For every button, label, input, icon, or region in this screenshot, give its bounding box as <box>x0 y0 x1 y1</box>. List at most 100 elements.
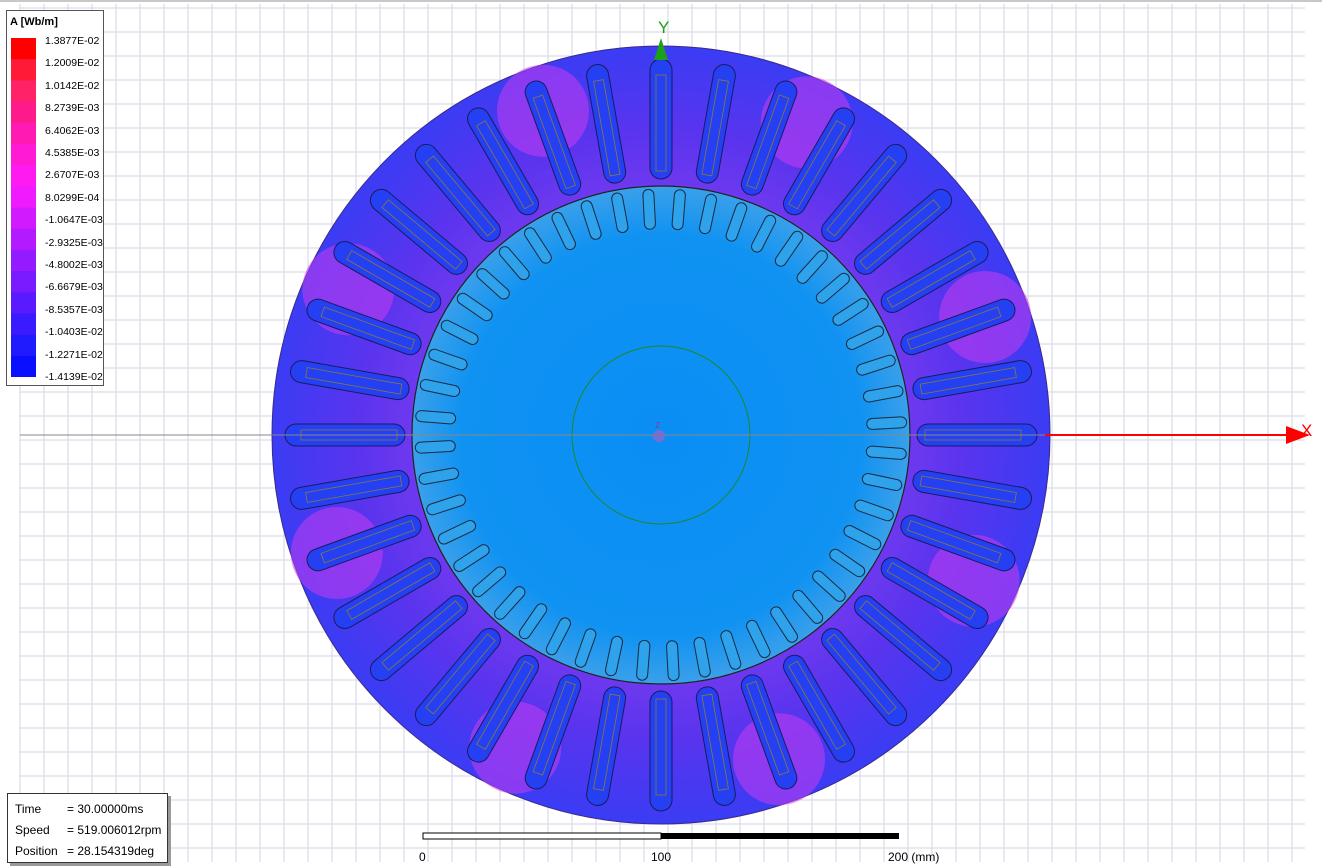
stator-slot <box>414 628 501 727</box>
stator-slot <box>369 188 468 275</box>
stator-slot <box>912 469 1032 510</box>
rotor-bar <box>770 606 798 643</box>
legend-value: 1.0142E-02 <box>45 79 100 92</box>
legend-color-bar <box>11 38 36 377</box>
rotor-bar <box>524 227 552 264</box>
legend-swatch <box>11 292 36 314</box>
stator-slot <box>466 654 539 763</box>
rotor-bar <box>751 214 777 253</box>
stator-slot <box>414 143 501 242</box>
rotor-bar <box>518 603 548 640</box>
scale-bar <box>422 832 899 840</box>
stator-slot <box>333 557 442 629</box>
stator-slot <box>306 514 422 572</box>
origin-label: z <box>655 419 661 431</box>
rotor-bar <box>815 272 850 304</box>
legend-swatch <box>11 143 36 166</box>
rotor-bar <box>440 319 479 345</box>
legend-swatch <box>11 101 36 124</box>
rotor-bar <box>666 640 680 682</box>
scale-label-0: 0 <box>419 850 426 864</box>
legend-swatch <box>11 249 36 272</box>
stator-slot <box>695 64 736 184</box>
legend-value: -1.0647E-03 <box>45 214 103 227</box>
stator-slot <box>649 690 673 812</box>
rotor-bar <box>419 378 461 398</box>
rotor-bar <box>494 586 526 620</box>
legend-swatch <box>11 80 36 103</box>
time-label: Time <box>15 802 42 816</box>
stator-slot <box>783 107 855 216</box>
rotor-bar <box>426 494 466 516</box>
legend-value: 2.6707E-03 <box>45 169 100 182</box>
legend-value: -4.8002E-03 <box>45 259 103 271</box>
legend-value: 8.0299E-04 <box>45 191 100 204</box>
legend-value: -1.0403E-02 <box>45 326 103 339</box>
stator-slots <box>284 58 1038 812</box>
rotor-bar <box>693 636 711 678</box>
rotor-bar <box>580 200 602 240</box>
rotor-bar <box>812 570 846 602</box>
position-label: Position <box>15 844 58 858</box>
x-axis <box>20 426 1310 444</box>
legend-swatch <box>11 313 36 336</box>
scale-label-100: 100 <box>651 850 672 864</box>
legend-value: -8.5357E-03 <box>45 303 103 316</box>
rotor-bar <box>437 520 477 545</box>
legend-value: 1.3877E-02 <box>45 35 100 47</box>
scale-label-200: 200 (mm) <box>888 850 940 864</box>
stator-slot <box>695 686 736 806</box>
rotor-bar <box>551 211 576 251</box>
rotor-bar <box>832 298 869 326</box>
stator-slot <box>586 64 627 184</box>
stator-slot <box>900 514 1016 572</box>
time-value: = 30.00000ms <box>67 802 144 816</box>
legend-value: 4.5385E-03 <box>45 147 100 159</box>
speed-value: = 519.006012rpm <box>67 823 162 837</box>
legend-swatch <box>11 59 36 81</box>
simulation-info-box: Time = 30.00000ms Speed = 519.006012rpm Po… <box>7 793 168 863</box>
rotor-bar <box>418 467 460 485</box>
legend-value: -2.9325E-03 <box>45 236 103 249</box>
stator-slot <box>524 80 582 196</box>
stator-slot <box>290 360 410 401</box>
y-axis-label: Y <box>658 18 670 37</box>
stator-slot <box>900 298 1016 356</box>
legend-value: -1.4139E-02 <box>45 371 103 383</box>
legend-value: 6.4062E-03 <box>45 124 100 137</box>
rotor-bar <box>829 548 866 578</box>
rotor-bar <box>720 630 742 670</box>
rotor-bar <box>453 544 490 572</box>
legend-value: 8.2739E-03 <box>45 102 100 115</box>
stator-slot <box>821 628 908 727</box>
legend-value: -1.2271E-02 <box>45 348 103 361</box>
rotor-bar <box>428 348 468 371</box>
position-value: = 28.154319deg <box>67 844 155 858</box>
legend-value: -6.6679E-03 <box>45 281 103 294</box>
rotor-bar <box>472 566 507 598</box>
stator-slot <box>306 298 422 356</box>
rotor-bar <box>854 499 894 522</box>
rotor-bar <box>636 639 651 681</box>
stator-slot <box>649 58 673 180</box>
rotor-bar <box>861 472 903 492</box>
legend-swatch <box>11 38 36 60</box>
rotor-bar <box>671 189 686 231</box>
rotor-bar <box>865 445 907 460</box>
legend-title: A [Wb/m] <box>10 16 58 28</box>
rotor-bar <box>774 230 804 267</box>
rotor-bar <box>498 246 530 281</box>
stator-slot <box>740 80 798 196</box>
x-axis-label: X <box>1301 421 1313 440</box>
stator-slot <box>821 143 908 242</box>
rotor-bar <box>725 202 748 242</box>
legend-swatch <box>11 165 36 187</box>
rotor-bar <box>792 589 824 624</box>
rotor-bar <box>866 416 908 430</box>
field-legend[interactable]: A [Wb/m] 1.3877E-02 1.2009E-02 1.0142E-02 8… <box>6 10 104 386</box>
rotor-bar <box>414 440 456 454</box>
rotor-bar <box>698 193 718 235</box>
rotor-bar <box>545 617 571 656</box>
stator-slot <box>912 360 1032 401</box>
